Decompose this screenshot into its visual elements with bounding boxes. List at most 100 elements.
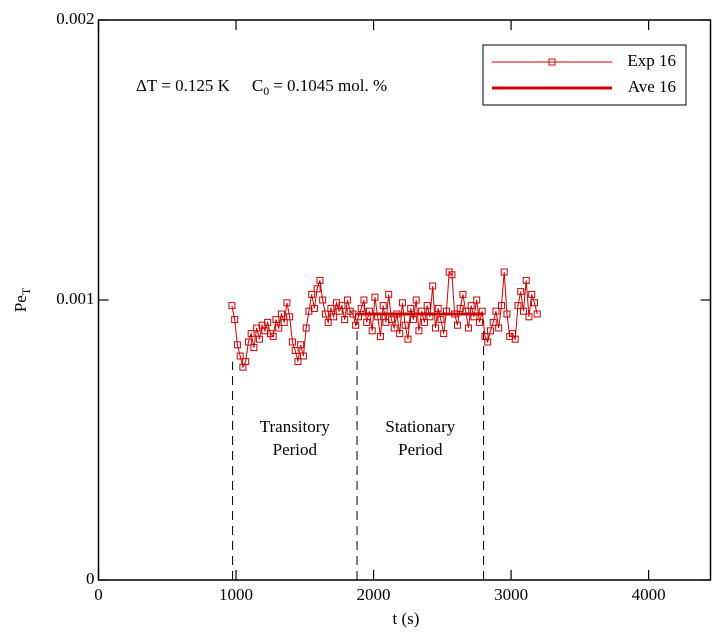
data-point — [302, 324, 310, 332]
data-point — [286, 313, 294, 321]
data-point — [495, 324, 503, 332]
legend-label: Ave 16 — [628, 77, 676, 96]
data-point — [360, 296, 368, 304]
data-point — [404, 335, 412, 343]
data-point — [511, 335, 519, 343]
data-point — [429, 282, 437, 290]
x-tick-label: 1000 — [219, 585, 253, 604]
data-point — [341, 316, 349, 324]
data-point — [475, 318, 483, 326]
data-point — [514, 302, 522, 310]
data-point — [420, 318, 428, 326]
data-point — [385, 290, 393, 298]
condition-annotation: ΔT = 0.125 K C0 = 0.1045 mol. % — [136, 76, 387, 98]
data-point — [275, 324, 283, 332]
x-tick-label: 4000 — [632, 585, 666, 604]
y-tick-label: 0 — [86, 569, 95, 588]
data-point — [423, 302, 431, 310]
data-point — [390, 324, 398, 332]
data-point — [294, 358, 302, 366]
data-point — [368, 327, 376, 335]
data-point — [489, 318, 497, 326]
data-point — [277, 310, 285, 318]
data-point — [343, 296, 351, 304]
y-label-base: Pe — [11, 295, 30, 312]
y-axis-label: PeT — [11, 287, 33, 312]
data-point — [407, 304, 415, 312]
period-label: Period — [273, 440, 318, 459]
data-point — [272, 316, 280, 324]
data-point — [255, 335, 263, 343]
data-point — [321, 310, 329, 318]
data-point — [231, 316, 239, 324]
data-point — [308, 290, 316, 298]
data-point — [434, 304, 442, 312]
data-point — [437, 316, 445, 324]
data-point — [486, 327, 494, 335]
legend-label: Exp 16 — [627, 51, 676, 70]
data-point — [409, 316, 417, 324]
c-subscript: 0 — [263, 84, 269, 98]
y-label-sub: T — [19, 287, 33, 295]
data-point — [327, 304, 335, 312]
data-point — [313, 285, 321, 293]
data-point — [484, 338, 492, 346]
c-value: = 0.1045 mol. % — [273, 76, 387, 95]
data-point — [299, 352, 307, 360]
period-label: Period — [398, 440, 443, 459]
data-point — [431, 324, 439, 332]
data-point — [291, 346, 299, 354]
data-point — [236, 352, 244, 360]
data-point — [376, 332, 384, 340]
data-point — [525, 313, 533, 321]
data-point — [396, 330, 404, 338]
data-point — [330, 313, 338, 321]
data-point — [415, 327, 423, 335]
data-point — [398, 299, 406, 307]
data-point — [412, 296, 420, 304]
data-point — [387, 316, 395, 324]
delta-t: ΔT = 0.125 K — [136, 76, 231, 95]
legend-box — [482, 44, 687, 106]
data-point — [467, 302, 475, 310]
data-point — [371, 293, 379, 301]
y-tick-label: 0.002 — [56, 9, 94, 28]
data-point — [522, 276, 530, 284]
data-point — [453, 321, 461, 329]
data-point — [357, 304, 365, 312]
data-point — [401, 321, 409, 329]
legend-marker — [548, 58, 556, 66]
data-point — [379, 302, 387, 310]
data-point — [288, 338, 296, 346]
data-point — [244, 338, 252, 346]
data-point — [533, 310, 541, 318]
data-point — [492, 307, 500, 315]
data-point — [363, 318, 371, 326]
c-symbol: C — [252, 76, 263, 95]
data-point — [310, 304, 318, 312]
data-point — [316, 276, 324, 284]
data-point — [242, 358, 250, 366]
x-axis-label: t (s) — [393, 609, 420, 628]
data-point — [528, 290, 536, 298]
data-point — [283, 299, 291, 307]
data-point — [448, 271, 456, 279]
period-label: Transitory — [260, 417, 331, 436]
data-point — [519, 307, 527, 315]
data-point — [517, 288, 525, 296]
data-point — [500, 268, 508, 276]
data-point — [250, 344, 258, 352]
data-point — [269, 332, 277, 340]
data-point — [503, 310, 511, 318]
y-tick-label: 0.001 — [56, 289, 94, 308]
data-point — [440, 330, 448, 338]
data-point — [280, 318, 288, 326]
data-point — [497, 302, 505, 310]
data-point — [324, 318, 332, 326]
x-tick-label: 2000 — [357, 585, 391, 604]
data-point — [233, 341, 241, 349]
x-tick-label: 0 — [94, 585, 103, 604]
data-point — [530, 299, 538, 307]
data-point — [473, 296, 481, 304]
